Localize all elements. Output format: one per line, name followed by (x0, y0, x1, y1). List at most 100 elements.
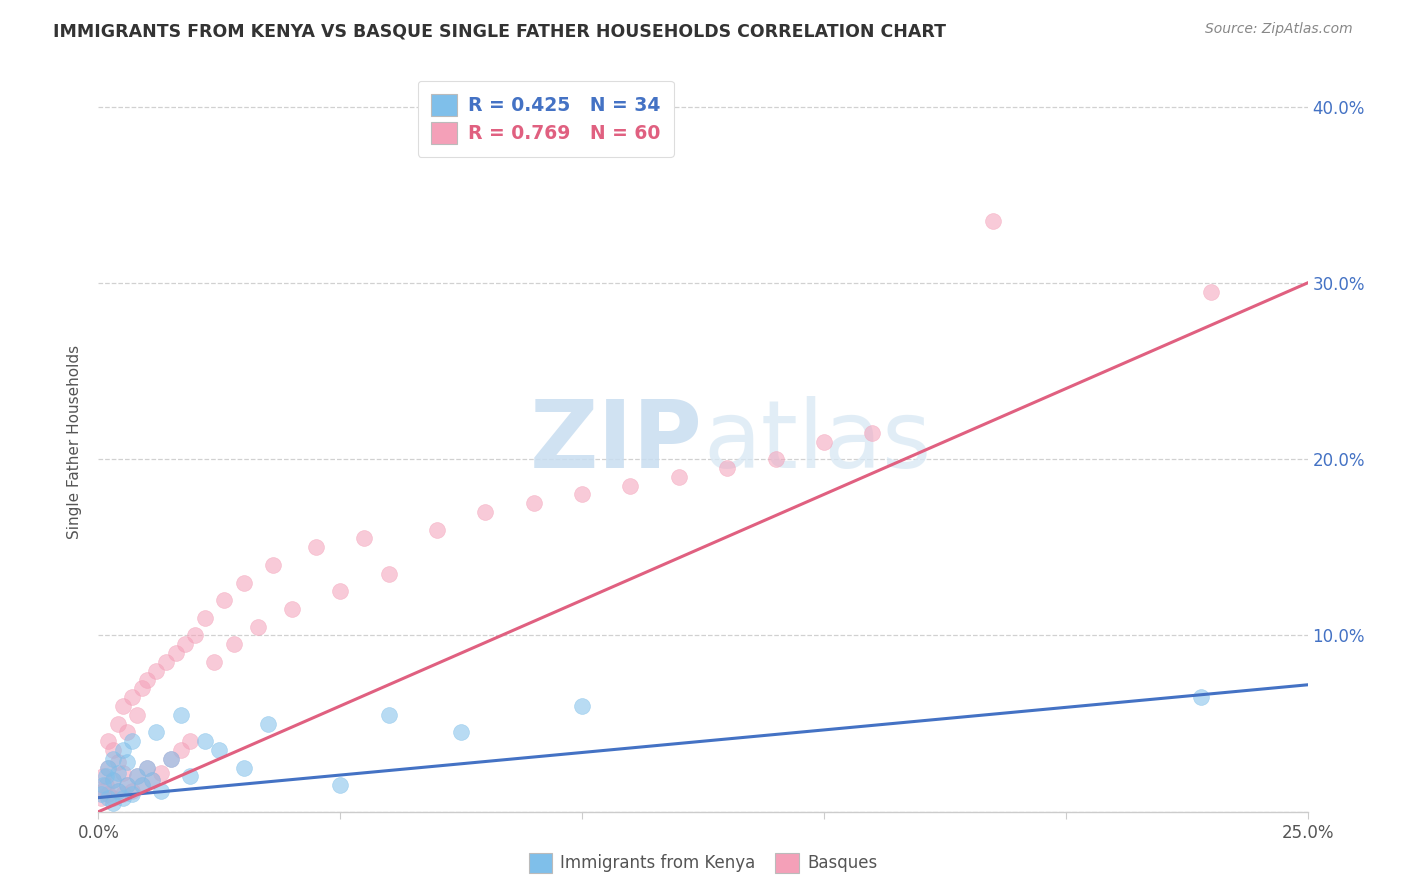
Point (91, 769, 114, 783)
Point (101, 752, 124, 766)
Point (145, 725, 167, 739)
Point (111, 698, 134, 713)
Point (127, 769, 149, 783)
Point (97, 787, 120, 801)
Point (169, 743, 191, 757)
Point (450, 725, 472, 739)
Point (281, 602, 304, 616)
Point (97, 761, 120, 775)
Point (668, 470, 690, 484)
Point (127, 707, 149, 722)
Point (117, 778, 139, 792)
Point (97, 734, 120, 748)
Point (165, 646, 187, 660)
Point (111, 790, 134, 805)
Point (107, 783, 129, 797)
Point (101, 743, 124, 757)
Point (619, 478, 641, 492)
Point (329, 778, 352, 792)
Point (377, 566, 399, 581)
Point (256, 716, 278, 731)
Point (160, 752, 183, 766)
Point (131, 681, 153, 696)
Point (101, 796, 124, 810)
Text: ZIP: ZIP (530, 395, 703, 488)
Point (184, 628, 207, 642)
Point (981, 214, 1004, 228)
Point (131, 778, 153, 792)
Point (208, 743, 231, 757)
Point (97, 761, 120, 775)
Point (813, 434, 835, 449)
Point (91, 783, 114, 797)
Point (107, 783, 129, 797)
Point (135, 761, 157, 775)
Point (121, 783, 143, 797)
Point (222, 637, 245, 651)
Point (571, 487, 593, 501)
Point (262, 558, 284, 572)
Point (232, 575, 254, 590)
Point (194, 734, 217, 748)
Text: atlas: atlas (703, 395, 931, 488)
Point (111, 766, 134, 780)
Point (179, 734, 201, 748)
Point (117, 778, 139, 792)
Point (305, 541, 328, 555)
Point (107, 766, 129, 780)
Point (160, 752, 183, 766)
Point (247, 619, 270, 633)
Point (145, 664, 167, 678)
Point (97, 790, 120, 805)
Text: Source: ZipAtlas.com: Source: ZipAtlas.com (1205, 22, 1353, 37)
Point (91, 778, 114, 792)
Point (90, 787, 112, 801)
Y-axis label: Single Father Households: Single Father Households (67, 344, 83, 539)
Legend: R = 0.425   N = 34, R = 0.769   N = 60: R = 0.425 N = 34, R = 0.769 N = 60 (418, 81, 673, 157)
Point (141, 772, 163, 787)
Point (169, 707, 191, 722)
Point (94, 778, 117, 792)
Point (117, 725, 139, 739)
Point (101, 772, 124, 787)
Point (716, 461, 738, 475)
Point (121, 734, 143, 748)
Point (111, 787, 134, 801)
Point (150, 783, 173, 797)
Point (765, 452, 787, 467)
Point (179, 769, 201, 783)
Point (121, 690, 143, 705)
Point (204, 655, 226, 669)
Point (232, 761, 254, 775)
Point (329, 584, 352, 599)
Point (101, 772, 124, 787)
Text: IMMIGRANTS FROM KENYA VS BASQUE SINGLE FATHER HOUSEHOLDS CORRELATION CHART: IMMIGRANTS FROM KENYA VS BASQUE SINGLE F… (53, 22, 946, 40)
Point (107, 716, 129, 731)
Point (212, 593, 235, 607)
Legend: Immigrants from Kenya, Basques: Immigrants from Kenya, Basques (522, 847, 884, 880)
Point (426, 523, 449, 537)
Point (101, 790, 124, 805)
Point (860, 425, 883, 440)
Point (117, 756, 139, 770)
Point (474, 505, 496, 519)
Point (135, 673, 157, 687)
Point (94, 769, 117, 783)
Point (174, 637, 197, 651)
Point (353, 532, 375, 546)
Point (150, 766, 173, 780)
Point (1189, 690, 1212, 705)
Point (90, 790, 112, 805)
Point (377, 707, 399, 722)
Point (141, 772, 163, 787)
Point (135, 761, 157, 775)
Point (111, 743, 134, 757)
Point (523, 496, 546, 510)
Point (127, 769, 149, 783)
Point (155, 655, 177, 669)
Point (131, 778, 153, 792)
Point (194, 611, 217, 625)
Point (107, 756, 129, 770)
Point (121, 787, 143, 801)
Point (1199, 285, 1222, 299)
